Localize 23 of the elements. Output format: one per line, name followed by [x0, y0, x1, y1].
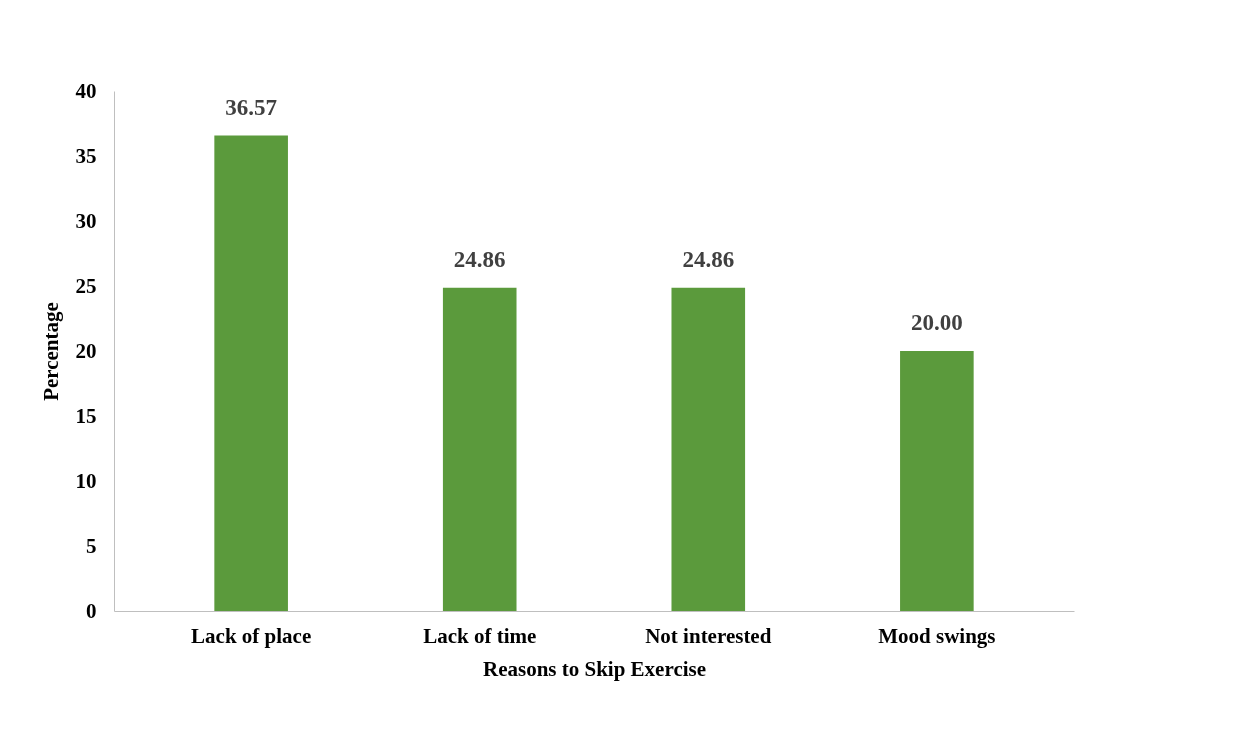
y-tick-label: 30 — [75, 208, 97, 233]
bar — [214, 135, 288, 611]
y-tick-label: 35 — [75, 143, 97, 168]
x-tick-label: Mood swings — [878, 623, 996, 648]
y-tick-label: 20 — [75, 338, 97, 363]
bar — [900, 351, 974, 611]
y-tick-label: 5 — [86, 533, 97, 558]
y-tick-label: 10 — [75, 468, 97, 493]
x-tick-label: Not interested — [645, 623, 772, 648]
x-tick-label: Lack of place — [191, 623, 312, 648]
y-tick-label: 40 — [75, 78, 97, 103]
y-tick-label: 25 — [75, 273, 97, 298]
bar — [671, 287, 746, 611]
data-label: 24.86 — [682, 246, 735, 272]
x-axis-title: Reasons to Skip Exercise — [482, 656, 707, 681]
data-label: 24.86 — [453, 246, 506, 272]
y-axis-title: Percentage — [38, 302, 63, 401]
data-label: 20.00 — [910, 310, 963, 335]
y-tick-label: 0 — [86, 598, 97, 623]
y-tick-label: 15 — [75, 403, 97, 428]
x-tick-label: Lack of time — [423, 623, 537, 648]
bar — [442, 287, 517, 611]
data-label: 36.57 — [225, 94, 278, 120]
